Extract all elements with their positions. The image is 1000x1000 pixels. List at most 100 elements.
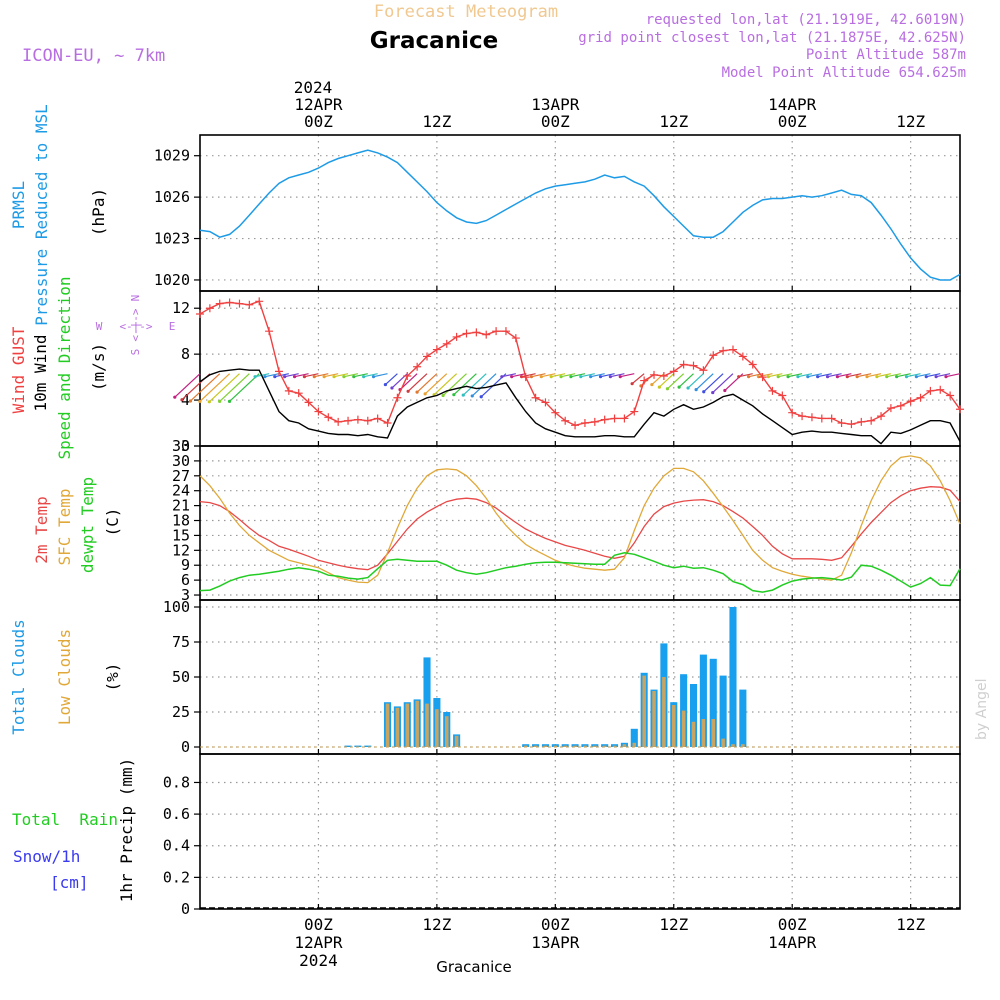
wind-gust-marker — [748, 360, 757, 369]
wind-arrow — [462, 373, 487, 396]
low-cloud-bar — [454, 735, 459, 747]
wind-arrow-head — [711, 390, 715, 395]
wind-gust-marker — [344, 416, 353, 425]
wind-gust-marker — [363, 416, 372, 425]
y-tick-label: 12 — [172, 541, 190, 559]
wind-arrow-head — [579, 375, 583, 379]
wind-gust-marker — [788, 408, 797, 417]
total-cloud-bar — [729, 607, 737, 747]
wind-arrow-head — [423, 392, 427, 396]
panel-wind: 0 4 8 12 — [172, 290, 964, 455]
low-cloud-bar — [612, 745, 617, 747]
wind-gust-marker — [650, 370, 659, 379]
y-tick-label: 100 — [163, 598, 190, 616]
point-altitude: Point Altitude 587m — [806, 47, 966, 63]
wind-arrow — [471, 373, 497, 397]
wind-arrow-head — [589, 375, 593, 379]
total-clouds-label: Total Clouds — [9, 619, 28, 735]
bottom-date-label: 12APR — [294, 933, 343, 952]
bottom-year-label: 2024 — [299, 951, 338, 970]
wind-gust-marker — [926, 386, 935, 395]
wind-arrow — [936, 373, 951, 378]
temp-dew-line — [199, 552, 961, 593]
wind-arrow-head — [657, 385, 661, 389]
top-time-label: 12Z — [422, 112, 451, 131]
pressure-line — [199, 149, 961, 281]
wind-gust-marker — [571, 421, 580, 430]
wind-arrow-head — [746, 375, 751, 379]
low-cloud-bar — [622, 744, 627, 747]
wind-arrow-head — [904, 375, 909, 379]
wind-gust-marker — [827, 414, 836, 423]
wind-gust-marker — [669, 367, 678, 376]
wind-gust-marker — [472, 328, 481, 337]
temp-sfc-label: SFC Temp — [55, 488, 74, 565]
wind-gust-marker — [640, 376, 649, 385]
wind-gust-marker — [432, 345, 441, 354]
y-tick-label: 0.4 — [163, 837, 190, 855]
wind-arrow — [541, 373, 556, 378]
wind-arrow — [343, 373, 359, 378]
y-tick-label: 1023 — [154, 230, 190, 248]
low-cloud-bar — [721, 738, 725, 747]
chart-title: Forecast Meteogram — [374, 2, 558, 22]
requested-coords: requested lon,lat (21.1919E, 42.6019N) — [646, 12, 966, 28]
wind-gust-marker — [452, 332, 461, 341]
wind-arrow — [453, 373, 477, 396]
wind-arrow-head — [253, 375, 257, 379]
total-cloud-bar — [699, 654, 707, 747]
total-cloud-bar — [364, 745, 372, 747]
wind-gust-marker — [630, 407, 639, 416]
wind-arrow-head — [352, 375, 356, 379]
compass-north: N — [129, 295, 142, 302]
wind-gust-marker — [580, 419, 589, 428]
panel-pressure: 1020 1023 1026 1029 — [154, 134, 961, 292]
wind-gust-marker — [274, 367, 283, 376]
low-cloud-bar — [691, 721, 696, 747]
y-tick-label: 30 — [172, 452, 190, 470]
compass-east: E — [169, 320, 176, 333]
top-time-label: 00Z — [304, 112, 333, 131]
bottom-date-label: 13APR — [531, 933, 580, 952]
wind-arrow — [610, 373, 625, 378]
wind-arrow — [738, 373, 753, 378]
wind-arrow — [695, 373, 714, 391]
wind-gust-label: Wind GUST — [9, 326, 28, 413]
top-date-label: 13APR — [531, 95, 580, 114]
wind-arrow — [703, 373, 724, 393]
wind-arrow-head — [263, 375, 267, 379]
wind-arrow-head — [371, 375, 376, 379]
wind-gust-marker — [610, 414, 619, 423]
top-year: 2024 — [294, 78, 333, 97]
panel-clouds: 0 25 50 75 100 — [163, 598, 961, 756]
low-cloud-bar — [385, 703, 390, 747]
wind-arrow — [847, 373, 862, 378]
wind-arrow — [631, 373, 645, 385]
wind-arrow-head — [390, 386, 394, 390]
y-tick-label: 50 — [172, 668, 190, 686]
wind-gust-marker — [511, 334, 520, 343]
low-cloud-bar — [435, 709, 439, 747]
wind-10m-label: 10m Wind — [31, 334, 50, 411]
total-cloud-bar — [630, 728, 638, 747]
wind-arrow — [324, 373, 339, 378]
wind-arrow-head — [816, 375, 820, 379]
top-time-label: 12Z — [896, 112, 925, 131]
wind-gust-marker — [679, 360, 688, 369]
wind-arrow — [353, 373, 368, 378]
y-tick-label: 1020 — [154, 271, 190, 289]
wind-arrow — [424, 373, 448, 395]
panels: 1020102310261029048123691215182124273033… — [154, 134, 964, 918]
bottom-time-label: 00Z — [541, 915, 570, 934]
low-cloud-bar — [632, 742, 637, 747]
wind-arrow — [886, 373, 901, 378]
wind-arrow — [442, 373, 467, 396]
wind-gust-marker — [304, 398, 313, 407]
temperature-labels: 2m Temp SFC Temp dewpt Temp (C) — [32, 477, 122, 573]
grid-point-coords: grid point closest lon,lat (21.1875E, 42… — [578, 30, 966, 46]
wind-unit-label: (m/s) — [89, 343, 108, 391]
wind-arrow-head — [549, 375, 553, 379]
wind-arrow — [284, 373, 299, 378]
wind-dir-label: Speed and Direction — [55, 276, 74, 459]
wind-gust-marker — [541, 398, 550, 407]
